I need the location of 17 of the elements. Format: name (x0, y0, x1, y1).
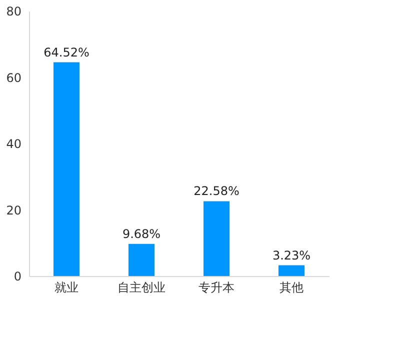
y-tick-label: 80 (6, 4, 22, 18)
data-label: 64.52% (44, 45, 90, 60)
x-tick-label: 其他 (280, 280, 304, 294)
bar (204, 201, 230, 276)
data-label: 22.58% (194, 184, 240, 198)
bar (54, 62, 80, 276)
y-tick-label: 40 (6, 137, 22, 151)
y-tick-label: 20 (6, 203, 22, 218)
data-label: 9.68% (122, 226, 161, 241)
data-label: 3.23% (272, 248, 311, 262)
x-tick-label: 自主创业 (118, 280, 166, 294)
bar (278, 265, 304, 276)
y-tick-label: 60 (6, 70, 22, 85)
bar (128, 244, 154, 276)
x-tick-label: 就业 (54, 280, 78, 294)
y-tick-label: 0 (14, 270, 22, 284)
x-tick-label: 专升本 (198, 280, 234, 294)
